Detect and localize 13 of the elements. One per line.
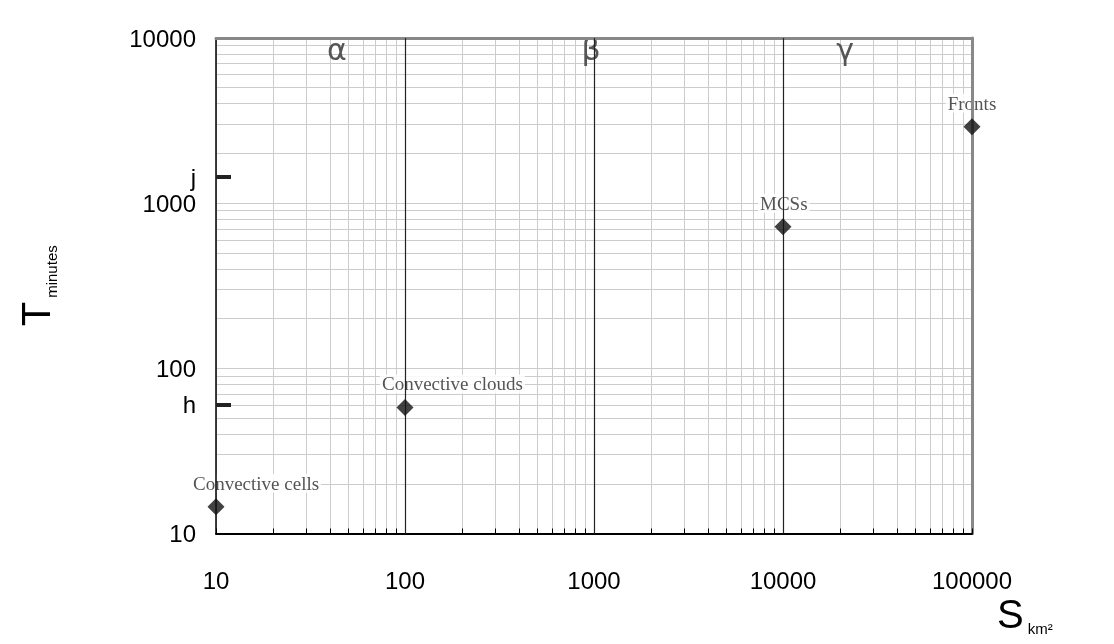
y-tick-label: 10000 xyxy=(129,24,196,52)
x-tick-label: 1000 xyxy=(567,567,621,594)
y-tick-label: 100 xyxy=(155,354,196,382)
x-tick-label: 100000 xyxy=(931,567,1013,594)
x-tick-label: 100 xyxy=(384,567,426,594)
y-tick-label: 10 xyxy=(169,520,196,547)
x-tick-label: 10 xyxy=(202,567,230,594)
y-axis-title: Tminutes xyxy=(14,245,60,327)
x-tick-label: 10000 xyxy=(749,567,817,594)
y-tick-label: h xyxy=(182,391,196,419)
y-tick-label: j xyxy=(189,163,196,191)
annotation: α xyxy=(327,31,347,67)
annotation: γ xyxy=(836,31,854,67)
